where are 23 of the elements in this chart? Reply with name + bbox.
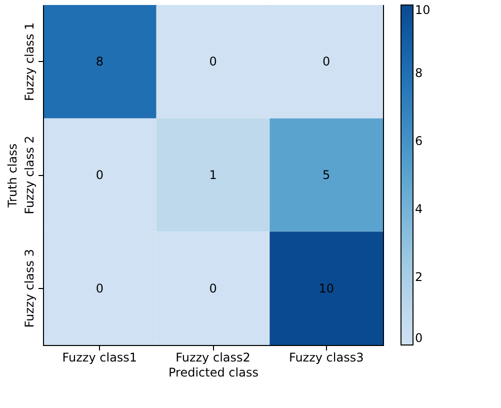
data-label: 0 [96, 281, 104, 296]
x-tick-label: Fuzzy class1 [62, 350, 138, 364]
y-tick-label: Fuzzy class 1 [22, 22, 36, 101]
x-tick-label: Fuzzy class2 [176, 350, 250, 364]
y-axis-title: Truth class [6, 143, 20, 209]
color-bar-label: 4 [415, 202, 423, 216]
data-label: 8 [96, 54, 104, 69]
y-tick-label: Fuzzy class 3 [22, 249, 36, 328]
color-bar-label: 6 [415, 134, 423, 148]
data-label: 0 [322, 54, 330, 69]
data-label: 1 [209, 168, 217, 182]
color-bar-label: 8 [415, 66, 423, 80]
data-label: 0 [209, 54, 217, 69]
data-label: 0 [96, 168, 104, 182]
data-label: 0 [209, 281, 217, 296]
color-bar-label: 2 [415, 270, 423, 284]
data-label: 5 [322, 168, 330, 182]
color-bar-label: 0 [415, 331, 423, 345]
color-bar-label: 10 [415, 3, 430, 17]
data-label: 10 [318, 281, 334, 296]
x-tick-label: Fuzzy class3 [288, 350, 364, 364]
y-tick-label: Fuzzy class 2 [22, 136, 36, 214]
x-axis-title: Predicted class [168, 366, 258, 380]
